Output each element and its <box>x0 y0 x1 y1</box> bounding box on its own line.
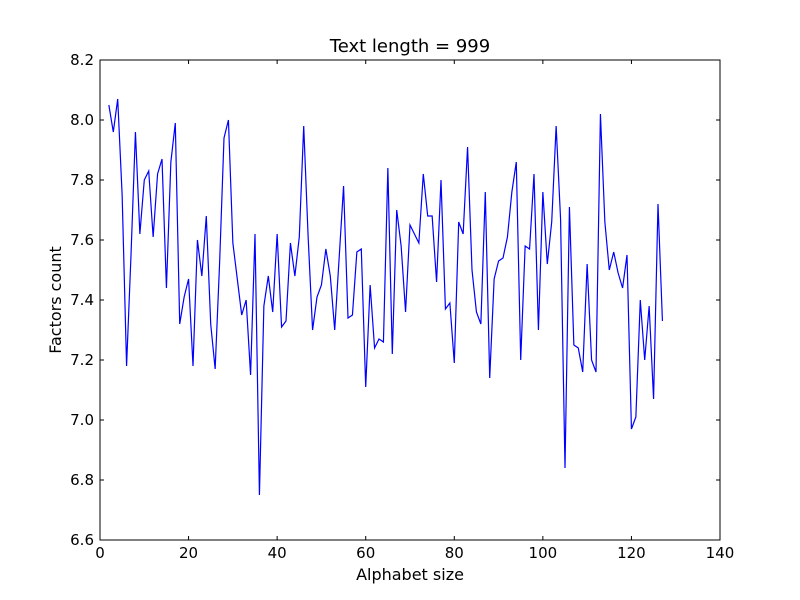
x-tick-marks <box>99 60 721 540</box>
y-tick-label: 8.0 <box>70 111 94 129</box>
y-tick-label: 7.6 <box>70 231 94 249</box>
chart-title: Text length = 999 <box>329 36 490 57</box>
y-tick-label: 7.8 <box>70 171 94 189</box>
x-tick-label: 140 <box>706 544 735 562</box>
x-tick-label: 100 <box>529 544 558 562</box>
y-tick-label: 7.2 <box>70 351 94 369</box>
x-tick-label: 40 <box>268 544 287 562</box>
y-tick-label: 7.4 <box>70 291 94 309</box>
x-tick-label: 60 <box>356 544 375 562</box>
y-tick-label: 8.2 <box>70 51 94 69</box>
y-tick-label: 6.8 <box>70 471 94 489</box>
series-line <box>108 98 664 496</box>
y-tick-marks <box>100 59 720 541</box>
x-tick-label: 80 <box>445 544 464 562</box>
plot-frame <box>99 59 721 541</box>
x-axis-label: Alphabet size <box>356 565 464 584</box>
y-tick-label: 6.6 <box>70 531 94 549</box>
y-tick-labels: 6.6 6.8 7.0 7.2 7.4 7.6 7.8 8.0 8.2 <box>70 51 94 549</box>
y-axis-label: Factors count <box>46 246 65 354</box>
x-tick-label: 120 <box>617 544 646 562</box>
x-tick-labels: 0 20 40 60 80 100 120 140 <box>95 544 734 562</box>
x-tick-label: 20 <box>179 544 198 562</box>
y-tick-label: 7.0 <box>70 411 94 429</box>
x-tick-label: 0 <box>95 544 105 562</box>
